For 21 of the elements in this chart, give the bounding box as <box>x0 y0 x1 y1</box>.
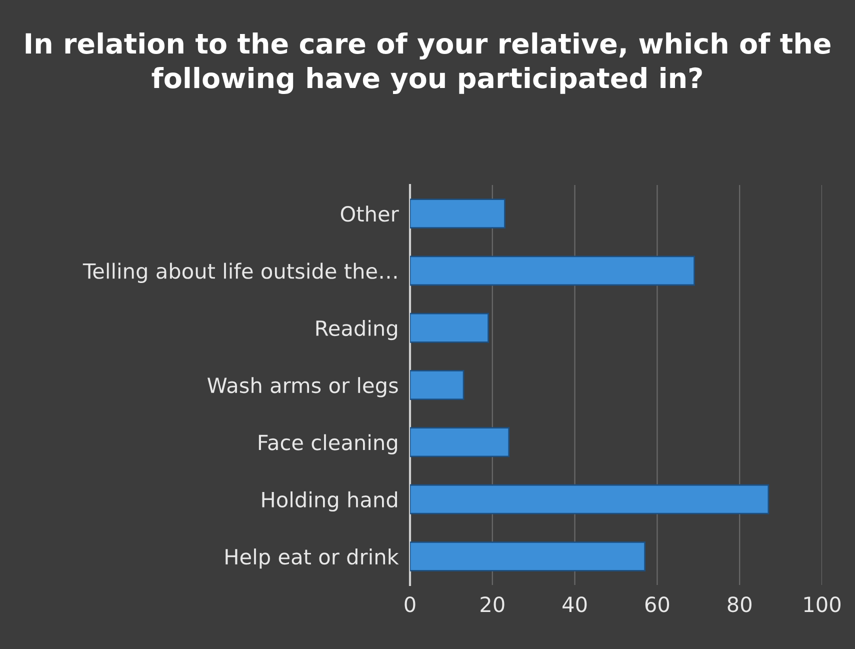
x-tick-label: 60 <box>645 596 670 612</box>
bar <box>410 198 506 229</box>
y-tick-label: Face cleaning <box>258 434 397 454</box>
bar <box>410 256 695 286</box>
x-tick-label: 0 <box>404 596 416 612</box>
bar <box>410 484 770 514</box>
x-tick-label: 100 <box>804 596 840 612</box>
x-tick-label: 80 <box>728 596 752 612</box>
bar <box>410 312 489 343</box>
y-tick-label: Telling about life outside the… <box>82 262 396 283</box>
y-tick-label: Other <box>340 206 399 222</box>
bar <box>410 541 646 572</box>
bar <box>410 370 464 400</box>
x-tick-label: 40 <box>562 596 587 612</box>
y-tick-label: Wash arms or legs <box>208 377 398 398</box>
y-tick-label: Reading <box>316 320 397 340</box>
chart-title: In relation to the care of your relative, which of the following have you participated in? <box>26 32 830 94</box>
x-tick-label: 20 <box>480 596 504 612</box>
y-tick-label: Holding hand <box>262 491 397 512</box>
y-tick-label: Help eat or drink <box>226 548 399 569</box>
bar <box>410 427 510 458</box>
